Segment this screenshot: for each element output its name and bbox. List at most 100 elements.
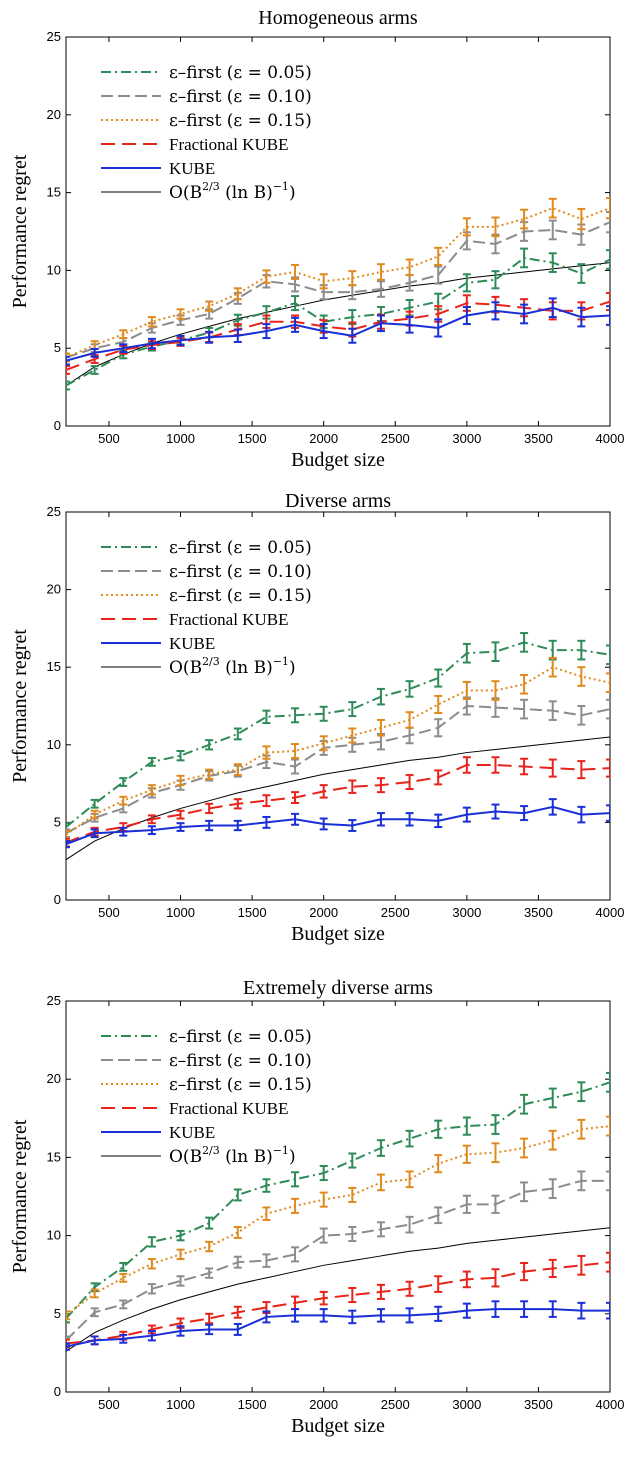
- legend-label: ε–first (ε = 0.05): [169, 1027, 312, 1047]
- error-bar: [205, 802, 214, 815]
- error-bar: [348, 327, 357, 344]
- error-bar: [291, 758, 300, 775]
- error-bar: [520, 698, 529, 720]
- error-bar: [147, 337, 156, 350]
- error-bar: [205, 739, 214, 751]
- error-bar: [233, 328, 242, 343]
- error-bar: [548, 219, 557, 241]
- error-bar: [66, 355, 70, 366]
- error-bar: [491, 270, 500, 290]
- error-bar: [147, 1236, 156, 1248]
- error-bar: [291, 707, 300, 724]
- legend-label: Fractional KUBE: [169, 610, 288, 629]
- error-bar: [548, 1258, 557, 1279]
- error-bar: [319, 784, 328, 799]
- error-bar: [548, 252, 557, 273]
- legend-item: Fractional KUBE: [101, 1099, 288, 1118]
- series-line: [66, 300, 610, 371]
- legend-item: ε–first (ε = 0.10): [101, 87, 312, 107]
- error-bar: [291, 295, 300, 312]
- error-bar: [434, 1275, 443, 1293]
- error-bar: [176, 334, 185, 347]
- error-bar: [577, 1170, 586, 1192]
- error-bar: [376, 263, 385, 281]
- error-bar: [462, 217, 471, 237]
- y-tick-label: 15: [47, 185, 61, 200]
- series-line: [66, 207, 610, 359]
- error-bar: [491, 756, 500, 774]
- legend-label: Fractional KUBE: [169, 135, 288, 154]
- series-line: [66, 704, 610, 835]
- error-bar: [491, 1268, 500, 1288]
- legend-item: KUBE: [101, 159, 215, 178]
- error-bar: [147, 825, 156, 836]
- error-bar: [577, 760, 586, 780]
- error-bar: [176, 308, 185, 320]
- bound-curve-line: [66, 262, 610, 386]
- error-bar: [205, 300, 214, 312]
- error-bar: [548, 297, 557, 319]
- y-tick-label: 20: [47, 107, 61, 122]
- x-tick-label: 2500: [381, 431, 410, 446]
- x-tick-label: 4000: [596, 1397, 625, 1412]
- y-tick-label: 5: [54, 814, 61, 829]
- error-bar: [119, 1333, 128, 1344]
- y-axis-title: Performance regret: [9, 629, 31, 783]
- error-bar: [548, 197, 557, 219]
- error-bar: [606, 1071, 610, 1093]
- error-bar: [434, 718, 443, 738]
- error-bar: [147, 784, 156, 796]
- error-bar: [434, 668, 443, 688]
- legend-label: O(B2/3 (ln B)−1): [169, 655, 296, 678]
- plot-area-frame: [65, 511, 611, 901]
- legend-label: O(B2/3 (ln B)−1): [169, 180, 296, 203]
- error-bar: [205, 1216, 214, 1230]
- y-tick-label: 10: [47, 1228, 61, 1243]
- x-tick-label: 2500: [381, 1397, 410, 1412]
- error-bar: [462, 1194, 471, 1214]
- error-bar: [520, 805, 529, 822]
- error-bar: [606, 698, 610, 720]
- error-bar: [90, 1288, 99, 1299]
- error-bar: [548, 798, 557, 816]
- error-bar: [205, 1312, 214, 1325]
- error-bar: [405, 1170, 414, 1189]
- error-bar: [462, 1270, 471, 1289]
- error-bar: [405, 812, 414, 827]
- error-bar: [520, 1137, 529, 1159]
- error-bar: [348, 779, 357, 794]
- error-bar: [434, 318, 443, 338]
- legend-label: ε–first (ε = 0.10): [169, 1051, 312, 1071]
- x-tick-label: 3500: [524, 431, 553, 446]
- error-bar: [348, 1309, 357, 1325]
- error-bar: [577, 1301, 586, 1320]
- error-bar: [233, 1225, 242, 1239]
- error-bar: [462, 305, 471, 326]
- legend-item: ε–first (ε = 0.10): [101, 1051, 312, 1071]
- x-axis-title: Budget size: [291, 1415, 385, 1437]
- error-bar: [319, 1165, 328, 1182]
- x-tick-label: 500: [98, 1397, 120, 1412]
- error-bar: [462, 806, 471, 823]
- error-bar: [520, 1093, 529, 1115]
- error-bar: [376, 280, 385, 298]
- error-bar: [66, 1313, 70, 1324]
- series-line: [66, 256, 610, 387]
- series-line: [66, 221, 610, 359]
- error-bar: [90, 347, 99, 358]
- error-bar: [319, 1290, 328, 1306]
- error-bar: [548, 758, 557, 778]
- error-bar: [291, 1308, 300, 1323]
- error-bar: [548, 1087, 557, 1109]
- x-tick-label: 1000: [166, 905, 195, 920]
- series-3: [66, 1115, 610, 1321]
- error-bar: [434, 265, 443, 285]
- error-bar: [606, 758, 610, 778]
- series-1: [66, 632, 610, 832]
- error-bar: [577, 1081, 586, 1103]
- chart-title: Extremely diverse arms: [243, 977, 433, 999]
- error-bar: [319, 705, 328, 722]
- chart-panel-3: Extremely diverse arms 0 5 10 15 20 25 500 1000 1…: [9, 977, 624, 1437]
- error-bar: [147, 756, 156, 767]
- legend-item: KUBE: [101, 634, 215, 653]
